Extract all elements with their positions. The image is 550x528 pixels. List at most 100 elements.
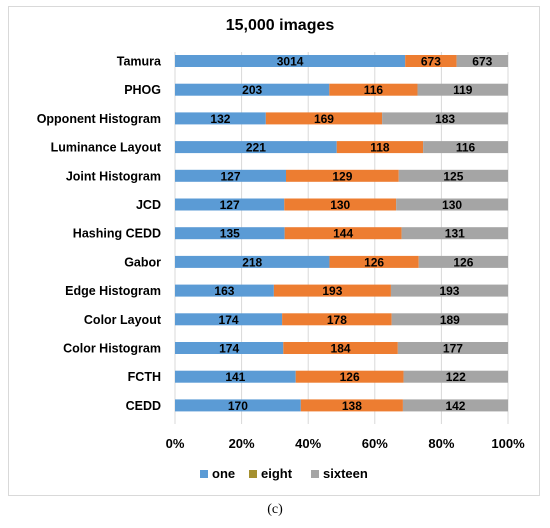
bar-segment-sixteen [403,370,508,383]
stacked-bar-chart: 15,000 images 3014 673 673 203 116 119 132 169 1… [37,17,525,481]
data-label: 131 [445,227,465,241]
bar-segment-eight [295,370,404,383]
bar-segment-sixteen [390,284,508,297]
bar-segment-sixteen [397,342,508,354]
bar-segment-sixteen [398,169,508,182]
data-label: 673 [421,55,441,69]
x-tick-label: 100% [491,436,525,451]
bar-segment-one [175,399,301,412]
bars: 3014 673 673 203 116 119 132 169 183 221 118 116 127… [175,55,508,413]
data-label: 193 [322,284,342,298]
bar-segment-eight [282,313,392,326]
data-label: 177 [443,342,463,356]
data-label: 126 [340,370,360,384]
category-labels: Tamura PHOG Opponent Histogram Luminance La… [37,55,162,413]
legend-swatch [249,470,257,478]
x-tick-label: 40% [295,436,321,451]
bar-segment-one [175,227,285,240]
category-label: PHOG [124,83,161,97]
legend-label: sixteen [323,466,368,481]
data-label: 138 [342,399,362,413]
data-label: 174 [219,342,239,356]
x-tick-label: 20% [229,436,255,451]
bar-segment-one [175,255,330,268]
category-label: FCTH [128,370,161,384]
bar-segment-eight [284,198,397,211]
bar-segment-eight [286,169,399,182]
category-label: Joint Histogram [66,169,161,183]
data-label: 126 [364,255,384,269]
bar-segment-eight [329,83,418,96]
bar-segment-one [175,141,337,154]
category-label: Edge Histogram [65,284,161,298]
data-label: 118 [370,141,390,155]
bar-segment-one [175,342,284,354]
data-label: 119 [453,83,473,97]
data-label: 189 [440,313,460,327]
data-label: 116 [456,141,476,155]
data-label: 174 [219,313,239,327]
bar-segment-eight [336,141,424,154]
data-label: 127 [220,169,240,183]
bar-segment-sixteen [417,83,508,96]
data-label: 184 [331,342,351,356]
bar-segment-sixteen [402,399,508,412]
data-label: 122 [446,370,466,384]
data-label: 203 [242,83,262,97]
bar-segment-sixteen [401,227,508,240]
data-label: 141 [225,370,245,384]
legend-label: eight [261,466,293,481]
data-label: 125 [443,169,463,183]
data-label: 135 [220,227,240,241]
category-label: Color Histogram [63,342,161,356]
data-label: 142 [445,399,465,413]
bar-segment-sixteen [456,55,508,67]
legend-swatch [311,470,319,478]
bar-segment-sixteen [418,255,508,268]
legend-label: one [212,466,235,481]
bar-segment-eight [283,342,398,354]
category-label: Color Layout [84,313,162,327]
bar-segment-eight [405,55,457,67]
bar-segment-sixteen [423,141,508,154]
data-label: 169 [314,112,334,126]
category-label: Tamura [117,55,162,69]
legend-swatch [200,470,208,478]
category-label: Luminance Layout [51,141,162,155]
bar-segment-one [175,198,285,211]
category-label: JCD [136,198,161,212]
bar-segment-eight [329,255,419,268]
data-label: 170 [228,399,248,413]
bar-segment-one [175,55,406,67]
data-label: 130 [442,198,462,212]
category-label: Opponent Histogram [37,112,161,126]
bar-segment-eight [265,112,383,125]
bar-segment-sixteen [382,112,508,125]
data-label: 129 [332,169,352,183]
legend: one eight sixteen [200,466,368,481]
chart-title: 15,000 images [226,17,335,34]
figure-caption: (c) [267,502,283,517]
x-tick-label: 60% [362,436,388,451]
category-label: CEDD [126,399,161,413]
data-label: 163 [214,284,234,298]
data-label: 193 [439,284,459,298]
bar-segment-sixteen [391,313,508,326]
bar-segment-one [175,83,330,96]
data-label: 218 [242,255,262,269]
data-label: 116 [364,83,384,97]
data-label: 144 [333,227,353,241]
bar-segment-one [175,284,274,297]
bar-segment-sixteen [396,198,508,211]
bar-segment-eight [300,399,403,412]
data-label: 3014 [277,55,304,69]
category-label: Hashing CEDD [73,227,161,241]
bar-segment-one [175,313,283,326]
bar-segment-one [175,112,266,125]
x-tick-label: 80% [428,436,454,451]
category-label: Gabor [124,255,161,269]
bar-segment-eight [273,284,391,297]
data-label: 132 [210,112,230,126]
data-label: 183 [435,112,455,126]
bar-segment-eight [284,227,402,240]
